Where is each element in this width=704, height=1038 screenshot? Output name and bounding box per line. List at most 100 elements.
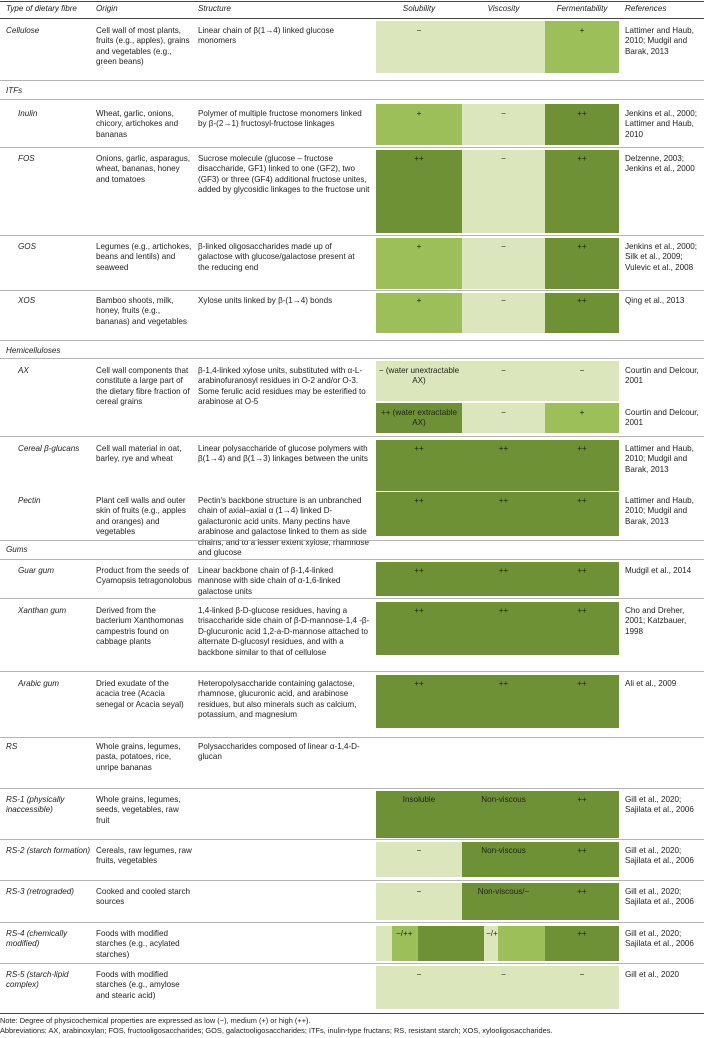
xanthan-viscosity: ++ [498,606,509,615]
xanthan-structure: 1,4-linked β-D-glucose residues, having … [198,606,370,657]
xanthan-origin: Derived from the bacterium Xanthomonas c… [96,606,184,647]
inulin-ferm-cell [545,104,619,145]
pectin-ref: Lattimer and Haub, 2010; Mudgil and Bara… [625,496,694,526]
xanthan-fermentability: ++ [577,606,587,615]
ax-row1-cells [376,361,619,401]
rs1-fermentability: ++ [577,795,587,804]
pectin-origin: Plant cell walls and outer skin of fruit… [96,496,186,537]
gos-sol-cell [376,238,462,289]
cereal-origin: Cell wall material in oat, barley, rye a… [96,444,182,464]
xos-structure: Xylose units linked by β-(1→4) bonds [198,296,333,305]
cereal-structure: Linear polysaccharide of glucose polymer… [198,444,368,464]
guar-ref: Mudgil et al., 2014 [625,566,692,575]
gos-visc-cell [462,238,545,289]
ax-viscosity-1: − [501,366,506,375]
rs3-fermentability: ++ [577,887,587,896]
pectin-solubility: ++ [414,496,424,505]
ax-viscosity-2: − [501,408,506,417]
rs2-sol-cell [376,842,462,877]
arabic-solubility: ++ [414,679,424,688]
rs1-origin: Whole grains, legumes, seeds, vegetables… [96,795,181,825]
rs3-origin: Cooked and cooled starch sources [96,887,191,907]
rs4-solubility: −/++ [396,929,413,938]
ax-structure: β-1,4-linked xylose units, substituted w… [198,366,366,407]
inulin-visc-cell [462,104,545,145]
rs2-visc-ferm-cell [462,842,619,877]
fos-visc-cell [462,150,545,233]
xanthan-cells [376,602,619,655]
gos-ref: Jenkins et al., 2000; Silk et al., 2009;… [625,242,697,272]
header-type: Type of dietary fibre [6,4,77,13]
ax-origin: Cell wall components that constitute a l… [96,366,190,407]
rs1-ref: Gill et al., 2020; Sajilata et al., 2006 [625,795,694,815]
cereal-solubility: ++ [414,444,424,453]
gos-solubility: + [416,242,422,251]
arabic-name: Arabic gum [18,679,59,688]
header-solubility: Solubility [402,4,436,13]
pectin-cells [376,492,619,536]
ax-ferm2-cell [545,403,619,433]
rs4-visc-mid-cell [498,926,545,961]
rs3-name: RS-3 (retrograded) [6,887,74,896]
cereal-name: Cereal β-glucans [18,444,80,453]
rs2-ref: Gill et al., 2020; Sajilata et al., 2006 [625,846,694,866]
rs4-visc-low-cell [484,926,498,961]
header-fermentability: Fermentability [556,4,608,13]
guar-origin: Product from the seeds of Cyamopsis tetr… [96,566,192,586]
guar-solubility: ++ [414,566,424,575]
xanthan-ref: Cho and Dreher, 2001; Katzbauer, 1998 [625,606,687,636]
arabic-fermentability: ++ [577,679,587,688]
cereal-cells [376,440,619,491]
rs5-cells [376,966,619,1009]
rs-origin: Whole grains, legumes, pasta, potatoes, … [96,742,181,772]
gos-ferm-cell [545,238,619,289]
fos-viscosity: − [501,154,506,163]
section-gums: Gums [6,545,28,554]
guar-viscosity: ++ [498,566,509,575]
rs3-visc-ferm-cell [462,883,619,920]
table-note: Note: Degree of physicochemical properti… [0,1016,311,1025]
xos-origin: Bamboo shoots, milk, honey, fruits (e.g.… [96,296,187,326]
rs4-fermentability: ++ [577,929,587,938]
gos-structure: β-linked oligosaccharides made up of gal… [198,242,355,272]
xos-solubility: + [416,296,422,305]
xos-ferm-cell [545,293,619,333]
rs4-name: RS-4 (chemically modified) [6,929,68,949]
rs1-name: RS-1 (physically inaccessible) [6,795,65,815]
rs5-solubility: − [416,970,422,979]
xos-fermentability: ++ [577,296,587,305]
gos-fermentability: ++ [577,242,587,251]
cellulose-ferm-cell [545,21,619,73]
rs4-ferm-cell [545,926,619,961]
header-origin: Origin [96,4,118,13]
arabic-viscosity: ++ [498,679,509,688]
rs3-sol-cell [376,883,462,920]
rs5-fermentability: − [579,970,585,979]
rs5-viscosity: − [501,970,506,979]
rs2-origin: Cereals, raw legumes, raw fruits, vegeta… [96,846,192,866]
ax-ref-1: Courtin and Delcour, 2001 [625,366,699,386]
fos-ref: Delzenne, 2003; Jenkins et al., 2000 [625,154,695,174]
rs4-sol-mid-cell [392,926,418,961]
header-viscosity: Viscosity [487,4,520,13]
inulin-name: Inulin [18,109,38,118]
cereal-fermentability: ++ [577,444,587,453]
rs2-fermentability: ++ [577,846,587,855]
fos-fermentability: ++ [577,154,587,163]
rs4-sol-low-cell [376,926,392,961]
cellulose-name: Cellulose [6,26,40,35]
fos-name: FOS [18,154,35,163]
ax-solubility-1: − (water unextractable AX) [378,366,460,386]
rs5-ref: Gill et al., 2020 [625,970,679,979]
section-hemicelluloses: Hemicelluloses [6,346,61,355]
xos-viscosity: − [501,296,506,305]
gos-origin: Legumes (e.g., artichokes, beans and len… [96,242,192,272]
inulin-fermentability: ++ [577,109,587,118]
ax-fermentability-1: − [579,366,585,375]
cellulose-sol-cell [376,21,545,73]
pectin-structure: Pectin's backbone structure is an unbran… [198,496,369,558]
cellulose-solubility: − [416,26,422,35]
xos-sol-cell [376,293,462,333]
rs3-ref: Gill et al., 2020; Sajilata et al., 2006 [625,887,694,907]
fos-origin: Onions, garlic, asparagus, wheat, banana… [96,154,191,184]
